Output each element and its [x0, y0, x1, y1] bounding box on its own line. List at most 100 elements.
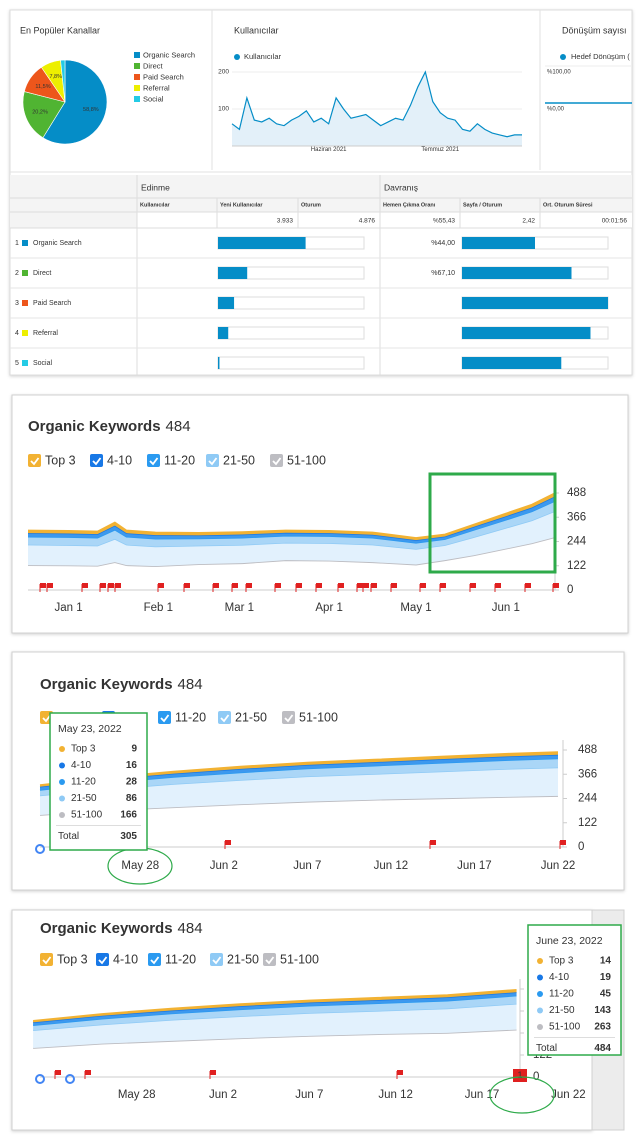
flag [210, 1070, 216, 1075]
y-tick-label: 122 [567, 560, 586, 572]
legend-dot [234, 54, 240, 60]
tooltip-value: 9 [131, 744, 137, 755]
bar-track [217, 356, 365, 370]
flag [420, 583, 426, 588]
pie-label: 58,8% [83, 107, 99, 113]
flag [560, 840, 566, 845]
legend-label: Direct [143, 61, 164, 70]
google-icon [65, 1074, 75, 1084]
tooltip-value: 143 [594, 1005, 611, 1016]
x-tick-label: Haziran 2021 [311, 147, 347, 153]
x-tick-label: Jan 1 [54, 602, 82, 614]
tooltip-total: 305 [120, 831, 137, 842]
check-mark [42, 714, 52, 723]
x-tick-label: Jun 17 [465, 1089, 500, 1101]
annotation-circle [489, 1076, 555, 1114]
x-tick-label: Mar 1 [225, 602, 254, 614]
tooltip-date: June 23, 2022 [536, 935, 603, 947]
bar [462, 267, 572, 279]
row-rank: 5 [15, 360, 19, 367]
flag [85, 1070, 91, 1075]
bounce-rate: %67,10 [431, 270, 455, 277]
flag [40, 583, 46, 588]
chart-title: Kullanıcılar [234, 25, 279, 35]
legend-checkbox [270, 454, 283, 467]
flag [184, 583, 190, 588]
tooltip-value: 14 [600, 956, 612, 967]
x-tick-label: Temmuz 2021 [421, 147, 459, 153]
row-name: Direct [33, 270, 51, 277]
column-header: Sayfa / Oturum [463, 202, 502, 208]
x-tick-label: Jun 2 [210, 860, 238, 872]
group-header: Davranış [384, 182, 418, 192]
flag [275, 583, 281, 588]
flag [158, 583, 164, 588]
chart-title: Organic Keywords [28, 418, 161, 435]
tooltip-name: 11-20 [71, 777, 96, 788]
column-header: Ort. Oturum Süresi [543, 202, 593, 208]
series-area [28, 496, 555, 543]
flag [430, 840, 436, 845]
users-area [232, 72, 522, 146]
pie-label: 20,2% [32, 110, 48, 116]
total-cell: 3.933 [277, 218, 294, 225]
legend-dot [560, 54, 566, 60]
tooltip-dot [59, 779, 65, 785]
tooltip-value: 16 [126, 760, 138, 771]
legend-swatch [134, 52, 140, 58]
legend-checkbox [96, 953, 109, 966]
y-tick-label: 0 [567, 584, 573, 596]
bar [462, 297, 608, 309]
tooltip-name: 51-100 [71, 810, 103, 821]
legend-swatch [134, 96, 140, 102]
legend-checkbox [263, 953, 276, 966]
series-area [28, 511, 555, 567]
tooltip-dot [59, 795, 65, 802]
legend-label: 11-20 [165, 952, 196, 966]
legend-label: 4-10 [107, 453, 132, 467]
flag [525, 583, 531, 588]
series-area [33, 995, 517, 1031]
check-mark [160, 714, 170, 723]
flag-badge [513, 1069, 527, 1082]
series-area [33, 989, 517, 1023]
row-swatch [22, 330, 28, 336]
total-cell: 00:01:56 [602, 218, 628, 225]
legend-checkbox [158, 711, 171, 724]
flag [363, 583, 369, 588]
tooltip-total: 484 [594, 1043, 611, 1054]
pie-slice [60, 59, 66, 103]
tooltip [49, 712, 148, 851]
tooltip-dot [59, 812, 65, 818]
table-totals [137, 212, 632, 228]
check-mark [284, 714, 294, 723]
google-icon [35, 1074, 45, 1084]
y-tick-label: 366 [567, 511, 586, 523]
flag [371, 583, 377, 588]
check-mark [42, 956, 52, 965]
total-cell: %55,43 [433, 218, 455, 225]
bar [462, 237, 535, 249]
flag [225, 840, 231, 845]
x-tick-label: Jun 1 [492, 602, 520, 614]
tooltip-dot [59, 762, 65, 769]
x-tick-label: Feb 1 [144, 602, 173, 614]
row-swatch [22, 240, 28, 246]
legend-label: 51-100 [280, 952, 319, 966]
series-area [40, 758, 558, 796]
bar [218, 357, 220, 369]
y-tick-label: 244 [567, 536, 587, 548]
tooltip-dot [537, 991, 543, 997]
flag-count: 1 [517, 1070, 522, 1080]
row-rank: 3 [15, 300, 19, 307]
total-cell: 4.876 [359, 218, 376, 225]
legend-label: 21-50 [235, 710, 267, 724]
check-mark [92, 457, 102, 466]
total-cell: 2,42 [522, 218, 535, 225]
x-tick-label: Jun 7 [293, 860, 321, 872]
flag [397, 1070, 403, 1075]
legend-label: 21-50 [227, 952, 259, 966]
column-header: Yeni Kullanıcılar [220, 202, 263, 208]
series-line [33, 988, 517, 1022]
legend-label: 4-10 [113, 952, 138, 966]
